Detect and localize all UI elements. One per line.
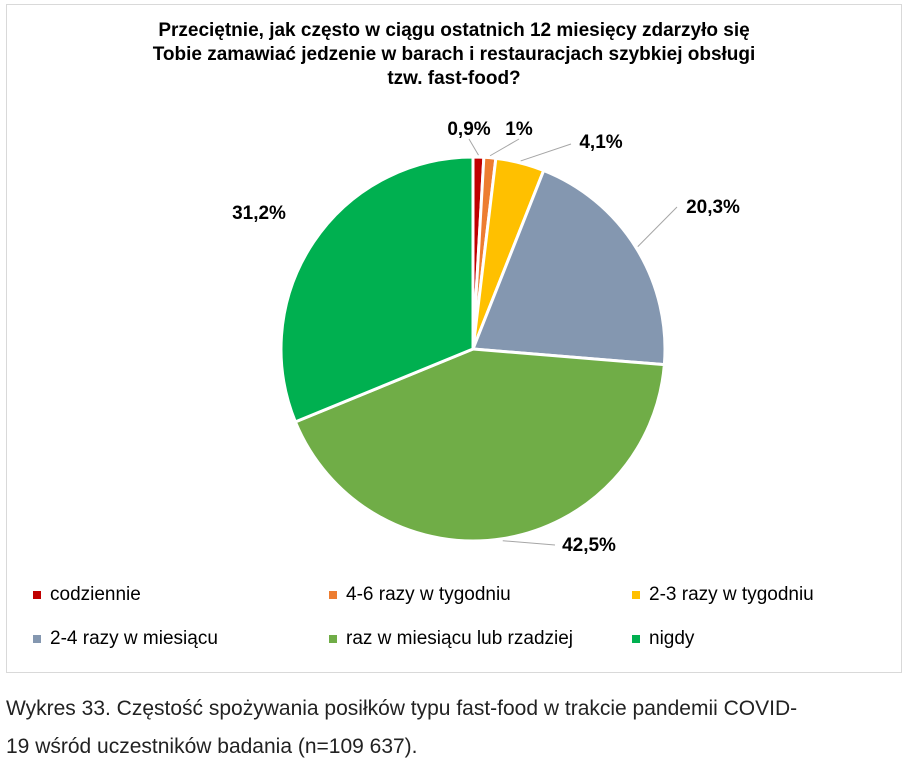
legend-label: nigdy [649,628,695,649]
data-label-1: 0,9% [447,119,490,140]
legend-swatch [632,591,640,599]
caption-line-2: 19 wśród uczestników badania (n=109 637)… [6,735,418,758]
data-label-4: 20,3% [686,197,740,218]
data-label-3: 4,1% [579,132,622,153]
leader-lines [468,138,678,546]
data-label-5: 42,5% [562,535,616,556]
legend-label: codziennie [50,584,141,605]
chart-title-line-1: Przeciętnie, jak często w ciągu ostatnic… [158,20,750,41]
data-labels: 0,9% 1% 4,1% 20,3% 42,5% 31,2% [232,119,740,556]
pie-slices [279,155,667,543]
legend-label: 4-6 razy w tygodniu [346,584,511,605]
leader-line-4 [637,206,678,247]
legend-label: 2-4 razy w miesiącu [50,628,218,649]
legend-swatch [33,635,41,643]
legend-item-nigdy: nigdy [632,627,694,651]
pie-slice-6 [279,155,475,424]
legend-swatch [632,635,640,643]
legend-swatch [33,591,41,599]
chart-frame: Przeciętnie, jak często w ciągu ostatnic… [6,4,902,673]
legend-label: raz w miesiącu lub rzadziej [346,628,574,649]
pie-slice-5 [293,347,666,543]
pie-chart: 0,9% 1% 4,1% 20,3% 42,5% 31,2% [232,119,740,556]
legend-swatch [329,591,337,599]
legend-item-4-6-razy-w-tygodniu: 4-6 razy w tygodniu [329,583,511,607]
legend-item-codziennie: codziennie [33,583,141,607]
leader-line-3 [520,143,572,162]
legend-swatch [329,635,337,643]
legend-label: 2-3 razy w tygodniu [649,584,814,605]
legend-item-2-4-razy-w-miesiacu: 2-4 razy w miesiącu [33,627,218,651]
figure-caption: Wykres 33. Częstość spożywania posiłków … [6,690,906,766]
data-label-2: 1% [505,119,533,140]
chart-title-line-2: Tobie zamawiać jedzenie w barach i resta… [152,44,756,65]
data-label-6: 31,2% [232,203,286,224]
leader-line-5 [502,540,556,546]
leader-line-2 [489,138,520,157]
leader-line-1 [468,138,479,156]
chart-title-line-3: tzw. fast-food? [387,68,521,89]
legend-item-raz-w-miesiacu-lub-rzadziej: raz w miesiącu lub rzadziej [329,627,573,651]
caption-line-1: Wykres 33. Częstość spożywania posiłków … [6,697,798,720]
legend-item-2-3-razy-w-tygodniu: 2-3 razy w tygodniu [632,583,814,607]
chart-title: Przeciętnie, jak często w ciągu ostatnic… [7,19,901,91]
pie-slice-4 [471,168,667,367]
